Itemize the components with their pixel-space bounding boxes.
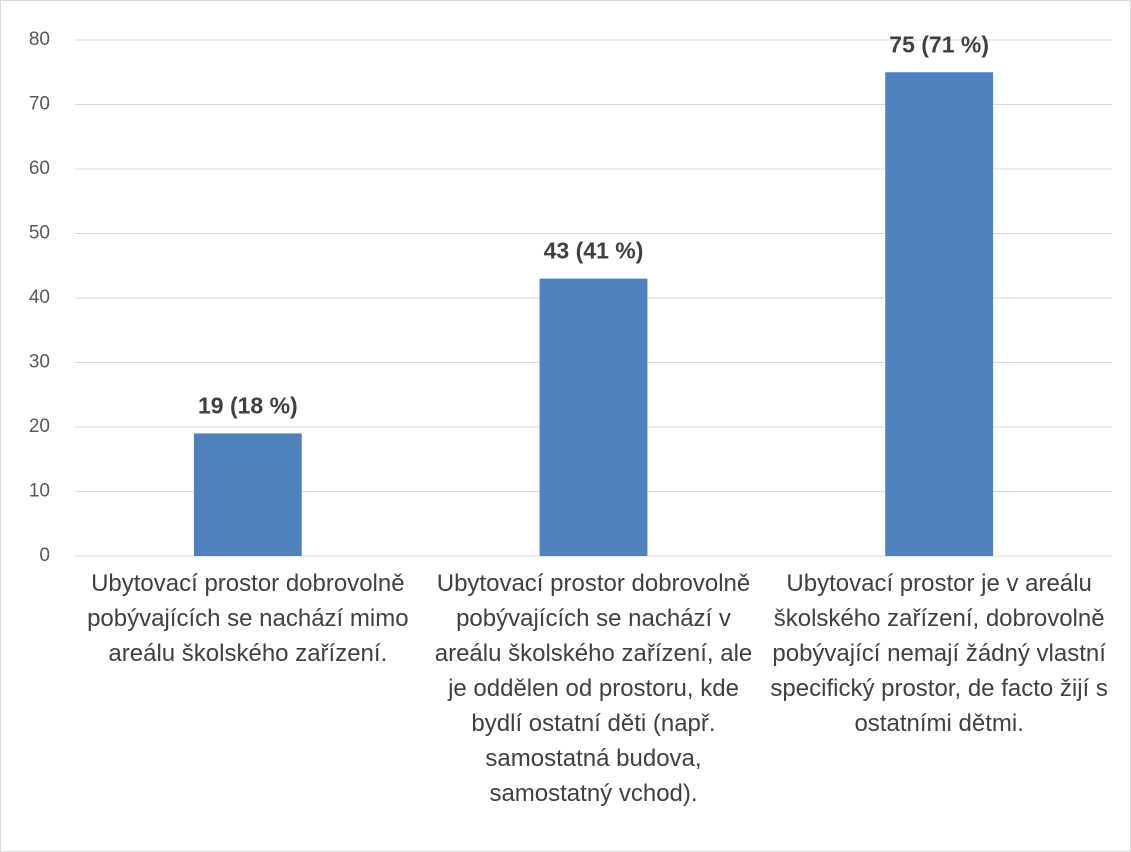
y-tick-label: 0	[39, 545, 50, 566]
bar	[539, 278, 648, 556]
data-label: 75 (71 %)	[889, 31, 989, 57]
bar	[885, 72, 994, 556]
x-tick-label: Ubytovací prostor dobrovolně pobývajícíc…	[87, 570, 409, 667]
y-tick-label: 60	[29, 158, 50, 179]
y-tick-label: 50	[29, 223, 50, 244]
y-tick-label: 20	[29, 416, 50, 437]
x-tick-label: Ubytovací prostor dobrovolně pobývajícíc…	[434, 570, 753, 807]
data-label: 43 (41 %)	[544, 238, 644, 264]
y-tick-label: 40	[29, 287, 50, 308]
data-label: 19 (18 %)	[198, 393, 298, 419]
y-tick-label: 70	[29, 94, 50, 115]
y-tick-label: 10	[29, 481, 50, 502]
x-tick-label: Ubytovací prostor je v areálu školského …	[770, 570, 1108, 737]
y-tick-label: 80	[29, 29, 50, 50]
y-tick-label: 30	[29, 352, 50, 373]
bar	[193, 433, 302, 556]
